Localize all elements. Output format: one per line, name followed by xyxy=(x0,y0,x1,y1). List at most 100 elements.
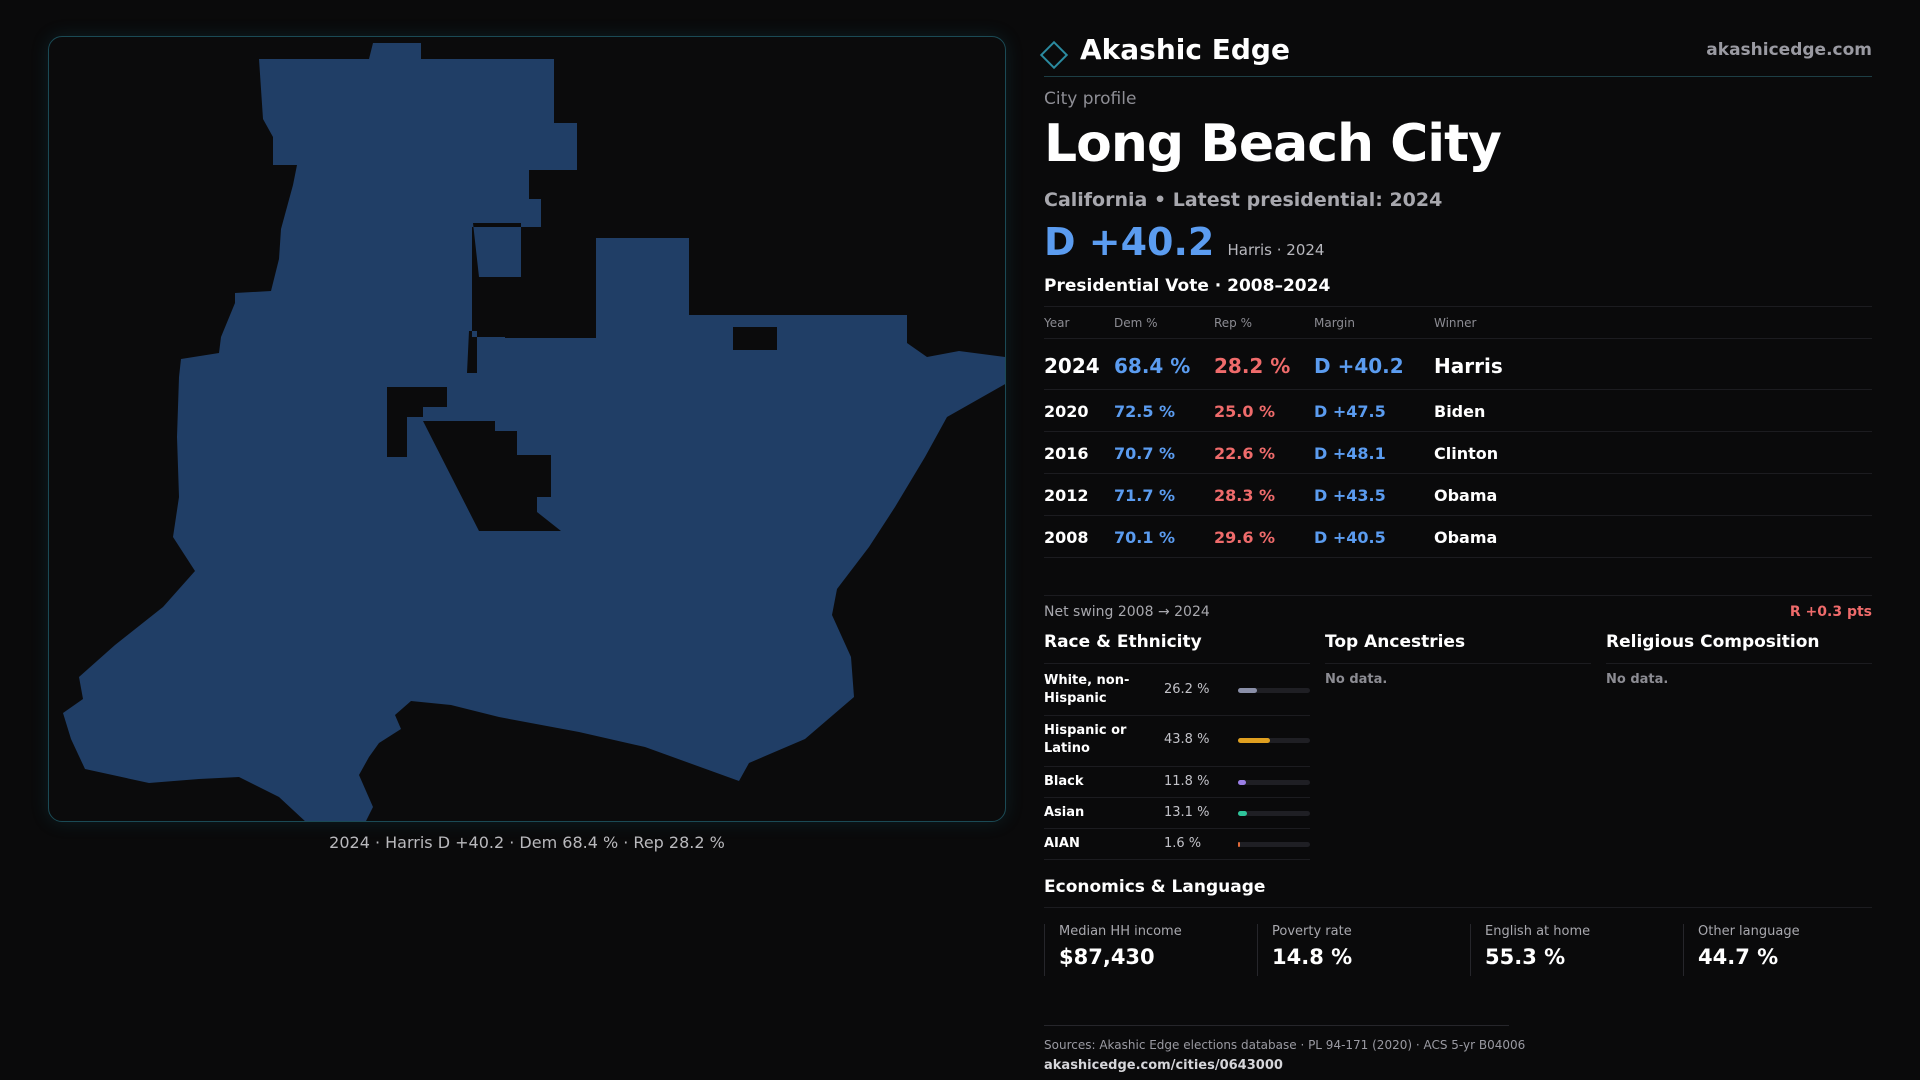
race-bar-track xyxy=(1238,842,1310,847)
religion-empty: No data. xyxy=(1606,672,1669,687)
footer-divider xyxy=(1044,1025,1509,1026)
page-title: Long Beach City xyxy=(1044,114,1502,174)
table-row: 2008 70.1 % 29.6 % D +40.5 Obama xyxy=(1044,516,1872,558)
race-bar-fill xyxy=(1238,842,1240,847)
vote-section-title: Presidential Vote · 2008–2024 xyxy=(1044,276,1331,296)
table-row: 2024 68.4 % 28.2 % D +40.2 Harris xyxy=(1044,339,1872,390)
cell-dem: 71.7 % xyxy=(1114,486,1176,505)
headline-margin: D +40.2 xyxy=(1044,220,1215,264)
cell-winner: Clinton xyxy=(1434,444,1499,463)
footer-sources: Sources: Akashic Edge elections database… xyxy=(1044,1038,1526,1052)
race-label: AIAN xyxy=(1044,836,1080,851)
table-row: 2012 71.7 % 28.3 % D +43.5 Obama xyxy=(1044,474,1872,516)
ancestries-section-title: Top Ancestries xyxy=(1325,632,1591,664)
race-pct: 26.2 % xyxy=(1164,682,1210,697)
brand-url-link[interactable]: akashicedge.com xyxy=(1706,40,1872,60)
headline-note: Harris · 2024 xyxy=(1227,241,1325,259)
race-row: AIAN 1.6 % xyxy=(1044,829,1310,860)
divider xyxy=(1044,595,1872,596)
race-label: Hispanic or Latino xyxy=(1044,723,1127,756)
cell-rep: 28.3 % xyxy=(1214,486,1276,505)
city-profile-panel: Akashic Edge akashicedge.com City profil… xyxy=(1039,32,1872,1073)
race-label: White, non-Hispanic xyxy=(1044,673,1130,706)
race-section-title: Race & Ethnicity xyxy=(1044,632,1310,664)
brand-name[interactable]: Akashic Edge xyxy=(1080,33,1290,66)
cell-dem: 68.4 % xyxy=(1114,354,1191,378)
race-pct: 11.8 % xyxy=(1164,774,1210,789)
stat-value: $87,430 xyxy=(1059,945,1155,969)
race-label: Black xyxy=(1044,774,1084,789)
cell-dem: 70.7 % xyxy=(1114,444,1176,463)
race-label: Asian xyxy=(1044,805,1085,820)
ancestries-section: Top Ancestries No data. xyxy=(1325,632,1591,687)
long-beach-boundary[interactable] xyxy=(63,43,1006,822)
net-swing-label: Net swing 2008 → 2024 xyxy=(1044,604,1210,620)
cell-margin: D +47.5 xyxy=(1314,402,1386,421)
race-row: White, non-Hispanic 26.2 % xyxy=(1044,664,1310,716)
brand-header: Akashic Edge akashicedge.com xyxy=(1039,32,1872,77)
vote-table-header: Year Dem % Rep % Margin Winner xyxy=(1044,307,1872,339)
cell-rep: 28.2 % xyxy=(1214,354,1291,378)
race-pct: 1.6 % xyxy=(1164,836,1202,851)
race-pct: 43.8 % xyxy=(1164,732,1210,747)
cell-rep: 22.6 % xyxy=(1214,444,1276,463)
race-bar-track xyxy=(1238,688,1310,693)
cell-margin: D +40.2 xyxy=(1314,354,1404,378)
footer-url-link[interactable]: akashicedge.com/cities/0643000 xyxy=(1044,1058,1283,1073)
cell-winner: Obama xyxy=(1434,486,1498,505)
stat-label: English at home xyxy=(1485,924,1591,939)
cell-winner: Harris xyxy=(1434,354,1503,378)
header-dem: Dem % xyxy=(1114,316,1158,330)
header-rep: Rep % xyxy=(1214,316,1253,330)
race-bar-fill xyxy=(1238,688,1257,693)
race-row: Asian 13.1 % xyxy=(1044,798,1310,829)
cell-dem: 72.5 % xyxy=(1114,402,1176,421)
cell-year: 2008 xyxy=(1044,528,1089,547)
header-year: Year xyxy=(1044,316,1070,330)
cell-year: 2016 xyxy=(1044,444,1089,463)
ancestries-empty: No data. xyxy=(1325,672,1388,687)
poverty-rate-stat: Poverty rate 14.8 % xyxy=(1257,924,1457,976)
net-swing-value: R +0.3 pts xyxy=(1789,604,1872,620)
city-boundary-map[interactable] xyxy=(48,36,1006,822)
cell-rep: 25.0 % xyxy=(1214,402,1276,421)
race-bar-track xyxy=(1238,780,1310,785)
cell-year: 2020 xyxy=(1044,402,1089,421)
median-income-stat: Median HH income $87,430 xyxy=(1044,924,1244,976)
race-row: Hispanic or Latino 43.8 % xyxy=(1044,716,1310,767)
stat-label: Median HH income xyxy=(1059,924,1182,939)
cell-margin: D +43.5 xyxy=(1314,486,1386,505)
stat-label: Other language xyxy=(1698,924,1800,939)
race-ethnicity-section: Race & Ethnicity White, non-Hispanic 26.… xyxy=(1044,632,1310,860)
economics-section-title: Economics & Language xyxy=(1044,877,1266,897)
cell-year: 2012 xyxy=(1044,486,1089,505)
divider xyxy=(1044,907,1872,908)
table-row: 2016 70.7 % 22.6 % D +48.1 Clinton xyxy=(1044,432,1872,474)
cell-margin: D +40.5 xyxy=(1314,528,1386,547)
cell-winner: Obama xyxy=(1434,528,1498,547)
race-bar-fill xyxy=(1238,811,1248,816)
profile-eyebrow: City profile xyxy=(1044,89,1137,109)
race-bar-track xyxy=(1238,738,1310,743)
english-at-home-stat: English at home 55.3 % xyxy=(1470,924,1670,976)
stat-label: Poverty rate xyxy=(1272,924,1352,939)
cell-year: 2024 xyxy=(1044,354,1100,378)
race-bar-fill xyxy=(1238,780,1247,785)
race-bar-track xyxy=(1238,811,1310,816)
cell-winner: Biden xyxy=(1434,402,1486,421)
religion-section-title: Religious Composition xyxy=(1606,632,1872,664)
header-winner: Winner xyxy=(1434,316,1477,330)
headline-result: D +40.2 Harris · 2024 xyxy=(1044,220,1324,270)
table-row: 2020 72.5 % 25.0 % D +47.5 Biden xyxy=(1044,390,1872,432)
religion-section: Religious Composition No data. xyxy=(1606,632,1872,687)
race-pct: 13.1 % xyxy=(1164,805,1210,820)
diamond-logo-icon xyxy=(1039,40,1069,70)
map-caption: 2024 · Harris D +40.2 · Dem 68.4 % · Rep… xyxy=(329,833,725,852)
vote-table: Year Dem % Rep % Margin Winner 2024 68.4… xyxy=(1044,306,1872,558)
cell-dem: 70.1 % xyxy=(1114,528,1176,547)
map-canvas xyxy=(63,43,1006,822)
stat-value: 55.3 % xyxy=(1485,945,1566,969)
race-bar-fill xyxy=(1238,738,1270,743)
cell-margin: D +48.1 xyxy=(1314,444,1386,463)
other-language-stat: Other language 44.7 % xyxy=(1683,924,1883,976)
